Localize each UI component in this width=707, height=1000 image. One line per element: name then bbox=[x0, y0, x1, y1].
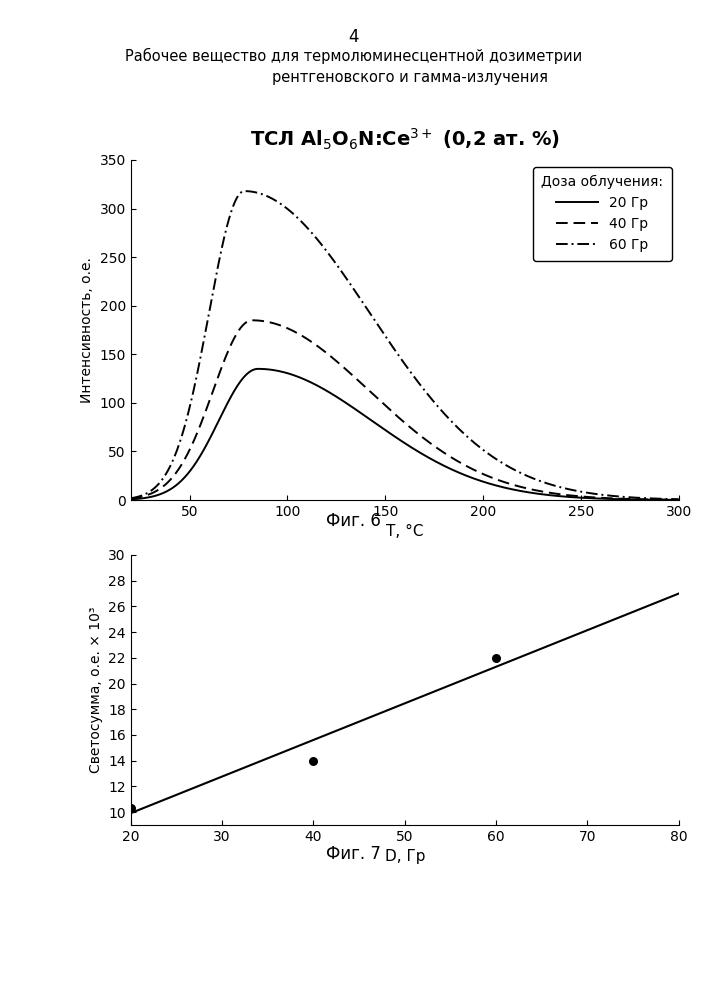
Point bbox=[491, 650, 502, 666]
Y-axis label: Светосумма, о.е. × 10³: Светосумма, о.е. × 10³ bbox=[88, 607, 103, 773]
Point bbox=[125, 800, 136, 816]
Legend: 20 Гр, 40 Гр, 60 Гр: 20 Гр, 40 Гр, 60 Гр bbox=[533, 167, 672, 261]
X-axis label: Т, °С: Т, °С bbox=[386, 524, 423, 539]
Text: Рабочее вещество для термолюминесцентной дозиметрии: Рабочее вещество для термолюминесцентной… bbox=[125, 48, 582, 64]
Title: ТСЛ Al$_5$O$_6$N:Ce$^{3+}$ (0,2 ат. %): ТСЛ Al$_5$O$_6$N:Ce$^{3+}$ (0,2 ат. %) bbox=[250, 126, 560, 152]
Text: Фиг. 6: Фиг. 6 bbox=[326, 512, 381, 530]
Text: рентгеновского и гамма-излучения: рентгеновского и гамма-излучения bbox=[272, 70, 548, 85]
X-axis label: D, Гр: D, Гр bbox=[385, 849, 425, 864]
Text: Фиг. 7: Фиг. 7 bbox=[326, 845, 381, 863]
Y-axis label: Интенсивность, о.е.: Интенсивность, о.е. bbox=[80, 257, 94, 403]
Text: 4: 4 bbox=[349, 28, 358, 46]
Point bbox=[308, 753, 319, 769]
